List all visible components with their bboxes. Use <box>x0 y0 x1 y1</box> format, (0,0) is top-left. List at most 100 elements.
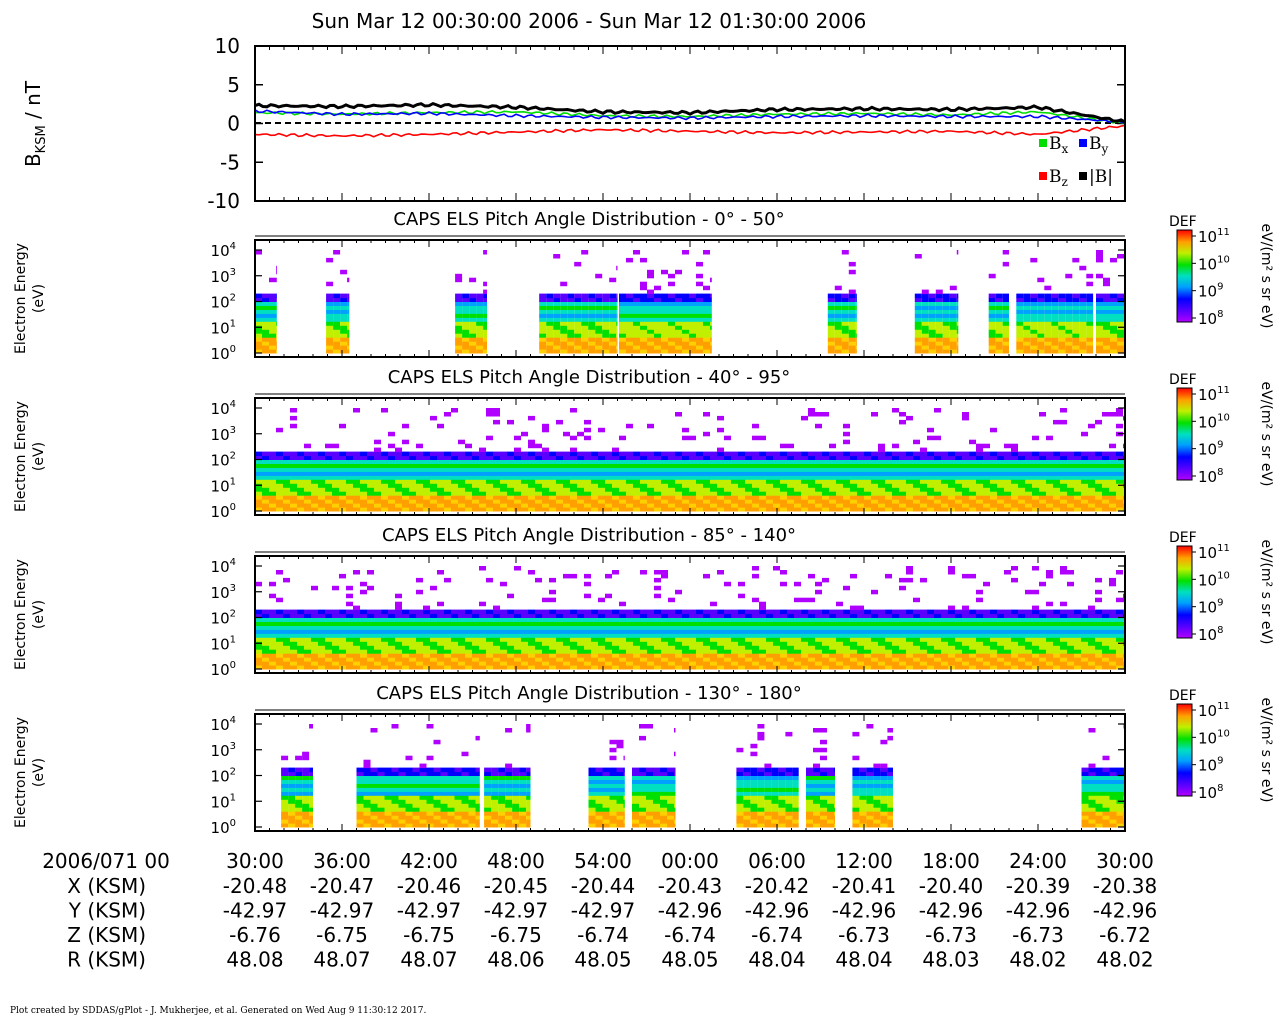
spectrogram-cell <box>437 657 444 662</box>
spectrogram-cell <box>609 309 617 314</box>
spectrogram-cell <box>808 653 815 658</box>
spectrogram-cell <box>360 581 367 587</box>
spectrogram-cell <box>892 463 899 468</box>
spectrogram-cell <box>827 313 835 318</box>
spectrogram-cell <box>567 305 575 310</box>
spectrogram-cell <box>500 451 507 457</box>
spectrogram-cell <box>591 609 598 615</box>
spectrogram-cell <box>766 467 773 472</box>
spectrogram-cell <box>843 621 850 626</box>
spectrogram-cell <box>787 617 794 622</box>
spectrogram-cell <box>794 479 801 484</box>
spectrogram-cell <box>311 657 318 662</box>
spectrogram-cell <box>409 499 416 504</box>
spectrogram-cell <box>1102 467 1109 472</box>
spectrogram-cell <box>374 507 381 512</box>
spectrogram-cell <box>311 629 318 634</box>
spectrogram-cell <box>1086 281 1094 287</box>
spectrogram-cell <box>1025 463 1032 468</box>
spectrogram-cell <box>458 665 465 670</box>
spectrogram-cell <box>1116 479 1123 484</box>
spectrogram-cell <box>899 412 906 417</box>
spectrogram-cell <box>1011 495 1018 500</box>
spectrogram-cell <box>640 467 647 472</box>
spectrogram-cell <box>626 503 633 508</box>
spectrogram-cell <box>976 499 983 504</box>
spectrogram-cell <box>402 495 409 500</box>
spectrogram-cell <box>340 337 348 342</box>
spectrogram-cell <box>283 629 290 634</box>
spectrogram-cell <box>1002 321 1009 326</box>
spectrogram-cell <box>864 459 871 464</box>
spectrogram-cell <box>738 653 745 658</box>
spectrogram-cell <box>885 467 892 472</box>
spectrogram-cell <box>675 641 682 646</box>
spectrogram-cell <box>619 309 626 314</box>
spectrogram-cell <box>815 491 822 496</box>
spectrogram-cell <box>995 297 1003 302</box>
spectrogram-cell <box>878 491 885 496</box>
spectrogram-cell <box>682 625 689 630</box>
spectrogram-cell <box>269 503 276 508</box>
spectrogram-cell <box>535 463 542 468</box>
spectrogram-cell <box>409 475 416 480</box>
spectrogram-cell <box>570 487 577 492</box>
mag-ytick-label: 0 <box>227 112 240 136</box>
spectrogram-cell <box>928 309 936 314</box>
spectrogram-cell <box>787 653 794 658</box>
spectrogram-cell <box>990 471 997 476</box>
spectrogram-cell <box>934 483 941 488</box>
spectrogram-cell <box>738 495 745 500</box>
spectrogram-cell <box>633 459 640 464</box>
spectrogram-cell <box>451 665 458 670</box>
spectrogram-cell <box>290 471 297 476</box>
spectrogram-cell <box>878 467 885 472</box>
spectrogram-cell <box>703 617 710 622</box>
spectrogram-cell <box>290 423 297 429</box>
spectrogram-cell <box>311 467 318 472</box>
spectrogram-cell <box>1074 487 1081 492</box>
spectrogram-cell <box>332 479 339 484</box>
spectrogram-cell <box>1116 455 1123 460</box>
spectrogram-cell <box>465 649 472 654</box>
spectrogram-cell <box>476 293 484 299</box>
spectrogram-cell <box>388 609 395 615</box>
spectrogram-cell <box>304 459 311 464</box>
colorbar-tick-label: 1011 <box>1198 227 1230 246</box>
spectrogram-cell <box>574 349 582 354</box>
spectrogram-cell <box>913 495 920 500</box>
spectrogram-cell <box>507 641 514 646</box>
spectrogram-cell <box>507 617 514 622</box>
spectrogram-cell <box>605 573 612 579</box>
spectrogram-cell <box>1102 455 1109 460</box>
spectrogram-cell <box>1095 475 1102 480</box>
spectrogram-ytick-label: 102 <box>211 293 236 312</box>
spectrogram-cell <box>731 495 738 500</box>
spectrogram-cell <box>836 641 843 646</box>
spectrogram-cell <box>899 463 906 468</box>
spectrogram-cell <box>500 629 507 634</box>
spectrogram-cell <box>1103 341 1110 346</box>
spectrogram-cell <box>346 633 353 638</box>
spectrogram-cell <box>1032 491 1039 496</box>
spectrogram-cell <box>829 459 836 464</box>
spectrogram-cell <box>808 621 815 626</box>
spectrogram-cell <box>577 609 584 615</box>
spectrogram-cell <box>612 495 619 500</box>
spectrogram-cell <box>311 499 318 504</box>
spectrogram-cell <box>567 329 575 334</box>
spectrogram-cell <box>1110 341 1117 346</box>
spectrogram-cell <box>388 479 395 484</box>
spectrogram-cell <box>347 349 350 354</box>
spectrogram-cell <box>808 665 815 670</box>
spectrogram-cell <box>528 415 535 421</box>
spectrogram-cell <box>311 649 318 654</box>
spectrogram-cell <box>1037 333 1045 338</box>
spectrogram-cell <box>1051 309 1059 314</box>
spectrogram-cell <box>269 459 276 464</box>
spectrogram-cell <box>423 463 430 468</box>
spectrogram-cell <box>1116 408 1123 413</box>
spectrogram-cell <box>409 495 416 500</box>
spectrogram-cell <box>1023 309 1031 314</box>
spectrogram-cell <box>374 483 381 488</box>
